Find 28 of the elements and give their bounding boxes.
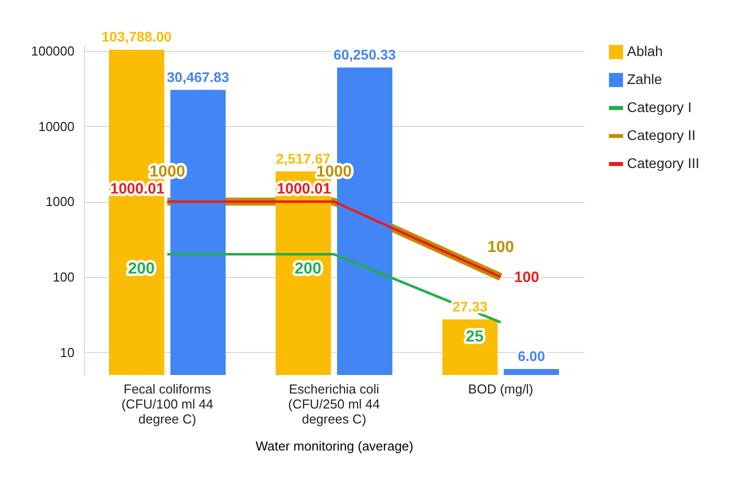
x-tick-label: Fecal coliforms (CFU/100 ml 44 degree C) [121, 382, 214, 426]
legend-label: Zahle [627, 71, 662, 87]
legend-label: Ablah [627, 43, 663, 59]
legend-label: Category I [627, 99, 692, 115]
data-label: 1000 [150, 164, 186, 181]
data-label: 1000 [316, 164, 352, 181]
legend-label: Category III [627, 155, 700, 171]
y-tick-label: 10000 [38, 118, 74, 134]
legend-label: Category II [627, 127, 696, 143]
data-label: 103,788.00 [102, 28, 172, 45]
data-label: 1000.01 [276, 180, 332, 198]
y-tick-label: 100000 [31, 43, 74, 58]
x-tick-label: BOD (mg/l) [468, 382, 534, 396]
data-label: 1000.01 [110, 180, 164, 198]
data-label: 200 [128, 260, 155, 278]
x-tick-label: Escherichia coli (CFU/250 ml 44 degrees C) [288, 382, 380, 426]
x-axis-title: Water monitoring (average) [256, 438, 414, 454]
data-label: 6.00 [518, 348, 546, 364]
data-label: 100 [487, 238, 514, 256]
y-tick-label: 10 [60, 344, 74, 360]
data-label: 100 [514, 268, 540, 286]
data-label: 2,517.67 [276, 150, 331, 166]
data-label: 200 [294, 260, 322, 278]
data-label: 25 [466, 328, 484, 346]
y-tick-label: 100 [52, 269, 74, 284]
data-label: 60,250.33 [334, 46, 396, 63]
data-label: 30,467.83 [166, 68, 230, 85]
y-tick-label: 1000 [46, 194, 74, 210]
